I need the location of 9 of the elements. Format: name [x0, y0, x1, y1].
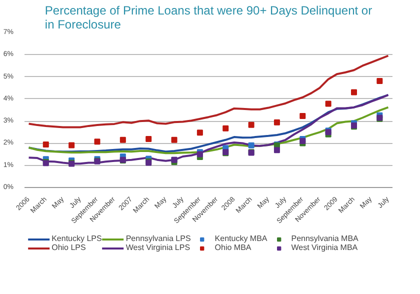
legend-label: Pennsylvania MBA: [291, 234, 358, 243]
legend-label: Ohio LPS: [52, 243, 86, 252]
legend-label: Kentucky LPS: [52, 234, 102, 243]
legend-label: West Virginia MBA: [291, 243, 358, 252]
legend-label: Pennsylvania LPS: [126, 234, 191, 243]
chart-title: Percentage of Prime Loans that were 90+ Days Delinquent or in Foreclosure: [44, 4, 372, 32]
legend-label: Ohio MBA: [214, 243, 252, 252]
legend-label: Kentucky MBA: [214, 234, 268, 243]
legend-label: West Virginia LPS: [126, 243, 190, 252]
